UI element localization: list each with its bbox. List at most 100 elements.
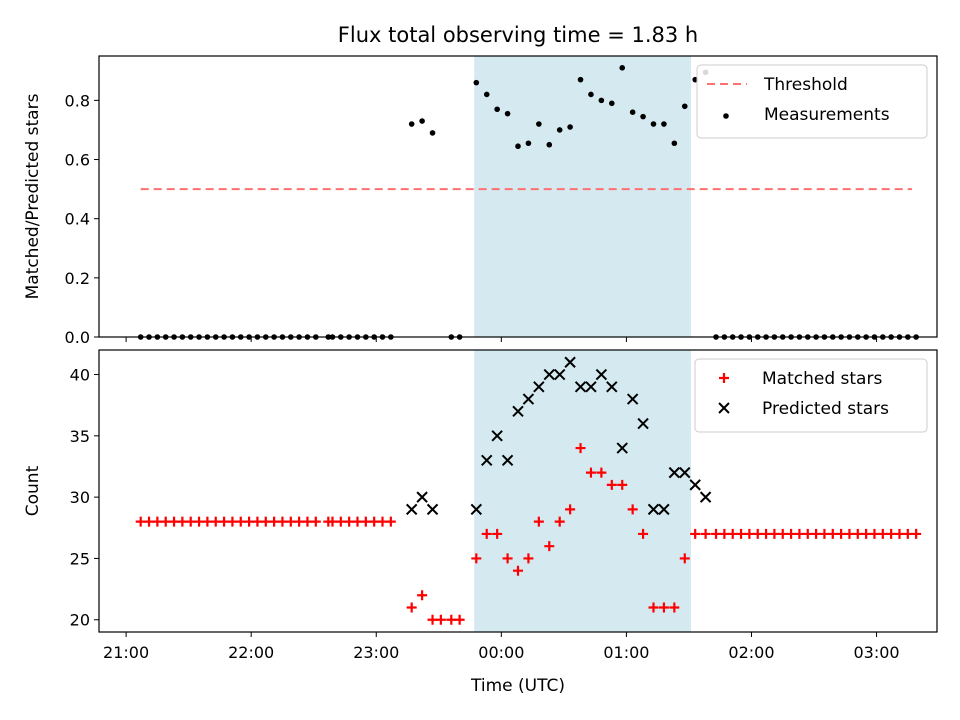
y-tick-label: 25 bbox=[70, 549, 90, 568]
matched-star-marker bbox=[690, 528, 701, 539]
matched-star-marker bbox=[327, 516, 338, 527]
matched-star-marker bbox=[554, 516, 565, 527]
matched-star-marker bbox=[819, 528, 830, 539]
legend-label: Threshold bbox=[763, 75, 848, 95]
predicted-star-marker bbox=[553, 368, 566, 381]
matched-star-marker bbox=[310, 516, 321, 527]
predicted-star-marker bbox=[501, 454, 514, 467]
predicted-star-marker bbox=[405, 503, 418, 516]
matched-star-marker bbox=[160, 516, 171, 527]
matched-star-marker bbox=[638, 528, 649, 539]
matched-star-marker bbox=[360, 516, 371, 527]
predicted-star-marker bbox=[647, 503, 660, 516]
matched-star-marker bbox=[679, 553, 690, 564]
matched-star-marker bbox=[502, 553, 513, 564]
x-tick-label: 00:00 bbox=[478, 643, 524, 662]
predicted-star-marker bbox=[595, 368, 608, 381]
matched-star-marker bbox=[252, 516, 263, 527]
count-markers-layer bbox=[135, 356, 922, 625]
matched-star-marker bbox=[492, 528, 503, 539]
y-tick-label: 40 bbox=[70, 366, 90, 385]
legend-box bbox=[694, 358, 928, 433]
matched-star-marker bbox=[811, 528, 822, 539]
matched-star-marker bbox=[752, 528, 763, 539]
matched-star-marker bbox=[744, 528, 755, 539]
matched-star-marker bbox=[777, 528, 788, 539]
matched-star-marker bbox=[902, 528, 913, 539]
count-panel: 20 25 30 35 40 21:00 22:00 23:00 00:00 01:00 02:0… bbox=[23, 349, 938, 662]
matched-star-marker bbox=[836, 528, 847, 539]
matched-star-marker bbox=[335, 516, 346, 527]
predicted-star-marker bbox=[512, 405, 524, 418]
matched-star-marker bbox=[606, 479, 617, 490]
x-tick-label: 23:00 bbox=[353, 643, 399, 662]
x-tick-label: 02:00 bbox=[728, 643, 774, 662]
measurement-point bbox=[494, 106, 500, 113]
legend-label: Matched stars bbox=[762, 369, 882, 389]
predicted-star-marker bbox=[679, 466, 691, 479]
predicted-star-marker bbox=[658, 503, 670, 516]
matched-star-marker bbox=[235, 516, 246, 527]
matched-star-marker bbox=[169, 516, 180, 527]
predicted-star-marker bbox=[637, 417, 649, 430]
predicted-star-marker bbox=[543, 368, 555, 381]
y-tick-label: 35 bbox=[70, 427, 90, 446]
matched-star-marker bbox=[869, 528, 880, 539]
x-tick-label: 01:00 bbox=[603, 643, 649, 662]
legend-label: Predicted stars bbox=[762, 399, 889, 419]
ratio-panel: 0.00.20.40.60.8 Matched/Predicted stars … bbox=[23, 55, 938, 347]
predicted-star-marker bbox=[668, 466, 681, 479]
measurement-point bbox=[619, 65, 626, 71]
legend-predicted-swatch bbox=[718, 402, 730, 414]
chart-title: Flux total observing time = 1.83 h bbox=[338, 23, 698, 47]
y-tick-label: 20 bbox=[70, 611, 90, 630]
matched-star-marker bbox=[617, 479, 628, 490]
matched-star-marker bbox=[786, 528, 797, 539]
measurement-point bbox=[650, 121, 657, 127]
measurement-point bbox=[473, 79, 480, 86]
matched-star-marker bbox=[861, 528, 872, 539]
matched-star-marker bbox=[844, 528, 855, 539]
matched-star-marker bbox=[227, 516, 238, 527]
matched-star-marker bbox=[152, 516, 163, 527]
x-tick-label: 21:00 bbox=[103, 643, 149, 662]
measurement-point bbox=[556, 127, 563, 133]
matched-star-marker bbox=[852, 528, 863, 539]
ratio-y-axis-label: Matched/Predicted stars bbox=[23, 93, 43, 299]
matched-star-marker bbox=[911, 528, 922, 539]
measurement-point bbox=[525, 140, 532, 147]
x-tick-label: 22:00 bbox=[228, 643, 274, 662]
matched-star-marker bbox=[627, 504, 638, 515]
predicted-star-marker bbox=[564, 356, 576, 368]
predicted-star-marker bbox=[574, 381, 587, 393]
matched-star-marker bbox=[185, 516, 196, 527]
matched-star-marker bbox=[194, 516, 205, 527]
matched-star-marker bbox=[544, 541, 555, 552]
measurement-point bbox=[661, 121, 667, 127]
measurement-point bbox=[588, 91, 594, 98]
matched-star-marker bbox=[669, 602, 680, 613]
matched-star-marker bbox=[648, 602, 659, 613]
matched-star-marker bbox=[369, 516, 380, 527]
matched-star-marker bbox=[596, 467, 607, 478]
matched-star-marker bbox=[260, 516, 271, 527]
matched-star-marker bbox=[135, 516, 146, 527]
measurement-point bbox=[598, 97, 605, 104]
predicted-star-marker bbox=[606, 381, 618, 393]
matched-star-marker bbox=[894, 528, 905, 539]
measurement-point bbox=[408, 121, 415, 127]
matched-star-marker bbox=[377, 516, 388, 527]
matched-star-marker bbox=[244, 516, 255, 527]
y-tick-label: 0.4 bbox=[65, 210, 90, 229]
matched-star-marker bbox=[523, 553, 534, 564]
measurement-point bbox=[671, 140, 678, 147]
matched-star-marker bbox=[761, 528, 772, 539]
matched-star-marker bbox=[427, 614, 438, 625]
matched-star-marker bbox=[406, 602, 417, 613]
matched-star-marker bbox=[385, 516, 396, 527]
x-tick-label: 03:00 bbox=[853, 643, 899, 662]
y-tick-label: 0.8 bbox=[65, 91, 90, 110]
predicted-star-marker bbox=[626, 393, 639, 405]
measurement-point bbox=[681, 103, 688, 110]
measurement-point bbox=[609, 100, 615, 107]
